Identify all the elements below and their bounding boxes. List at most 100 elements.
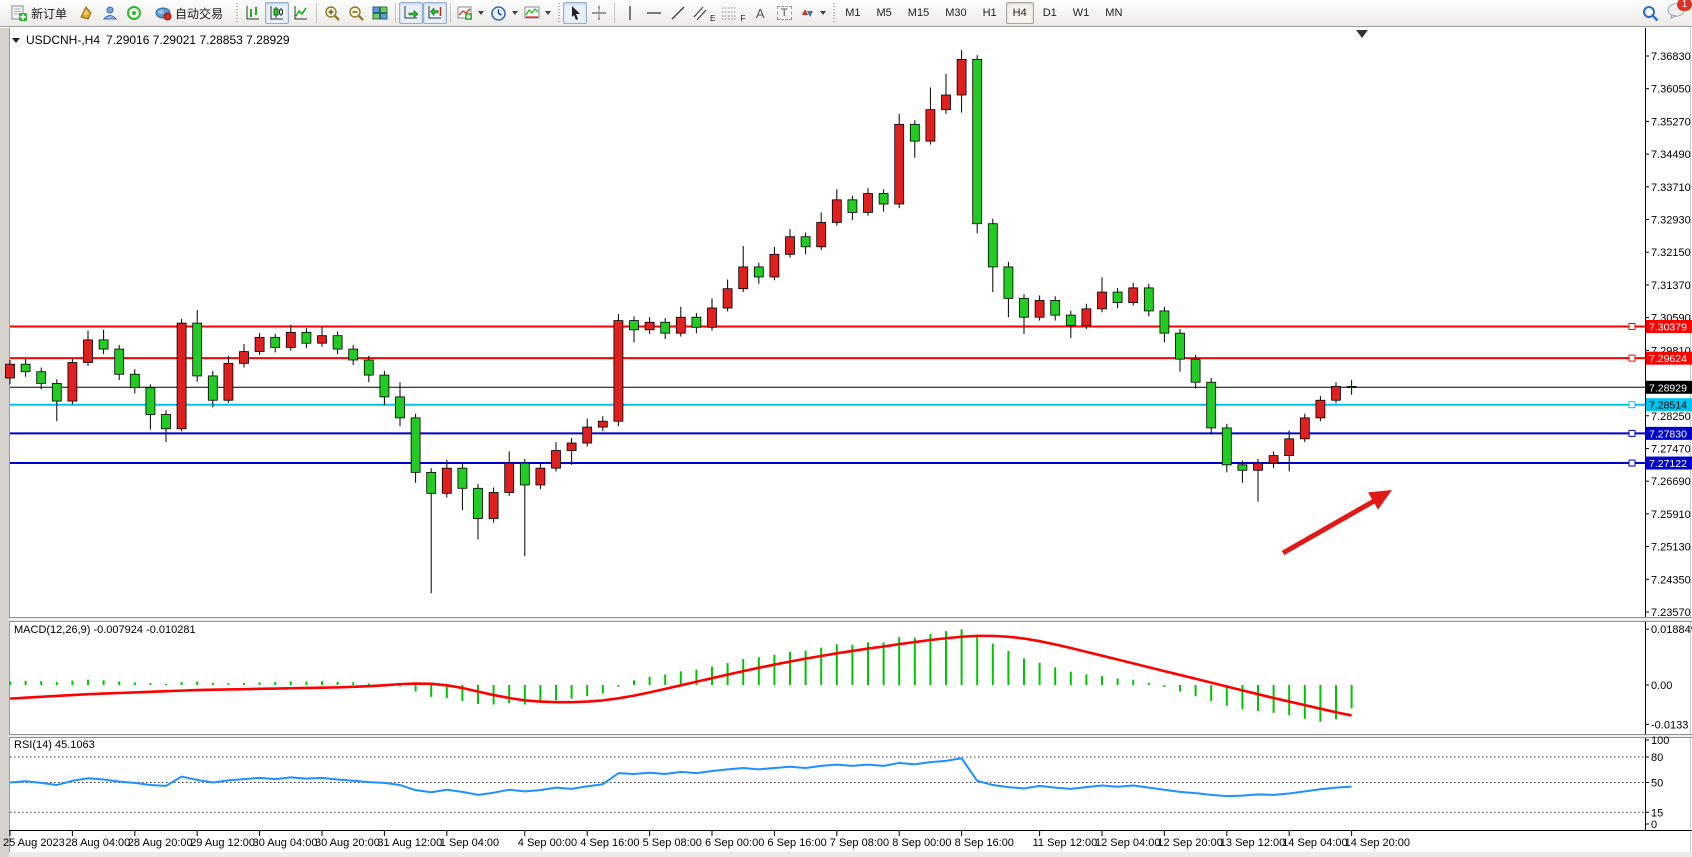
rsi-tick-label: 80 xyxy=(1651,752,1663,764)
search-icon[interactable] xyxy=(1642,5,1659,22)
zoom-in-button[interactable] xyxy=(320,2,344,24)
candle-body xyxy=(785,236,795,255)
candle-body xyxy=(1112,291,1123,303)
axis-price-label xyxy=(1646,380,1692,394)
candle-body xyxy=(36,371,47,384)
chart-shift-marker[interactable] xyxy=(1356,30,1368,38)
candle-body xyxy=(894,123,905,205)
candle-body xyxy=(270,336,281,348)
macd-tick-label: -0.0133 xyxy=(1651,719,1688,731)
macd-tick-label: 0.018849 xyxy=(1651,624,1692,636)
timeframe-button-mn[interactable]: MN xyxy=(1105,7,1123,19)
time-tick-label: 13 Sep 12:00 xyxy=(1220,837,1285,849)
price-tick-label: 7.25910 xyxy=(1651,509,1691,521)
horizontal-line-button[interactable] xyxy=(642,2,666,24)
chart-title: USDCNH-,H4 7.29016 7.29021 7.28853 7.289… xyxy=(12,33,290,47)
timeframe-button-m5[interactable]: M5 xyxy=(876,7,892,19)
crosshair-button[interactable] xyxy=(587,2,611,24)
line-drag-handle[interactable] xyxy=(1628,459,1636,467)
text-button[interactable]: A xyxy=(748,2,772,24)
candle-body xyxy=(239,351,249,364)
timeframe-button-m30[interactable]: M30 xyxy=(945,7,967,19)
chart-ohlc-values: 7.29016 7.29021 7.28853 7.28929 xyxy=(106,33,290,47)
chart-shift-button[interactable] xyxy=(423,2,447,24)
trendline-button[interactable] xyxy=(666,2,690,24)
time-tick-label: 1 Sep 04:00 xyxy=(440,837,499,849)
fibonacci-button[interactable]: F xyxy=(718,2,748,24)
candle-body xyxy=(161,414,171,430)
new-chart-button[interactable] xyxy=(74,2,98,24)
svg-text:7.28514: 7.28514 xyxy=(1649,400,1687,412)
auto-trading-button[interactable]: 自动交易 xyxy=(146,2,232,24)
time-tick-label: 14 Sep 04:00 xyxy=(1282,837,1347,849)
candle-body xyxy=(1206,381,1217,429)
line-drag-handle[interactable] xyxy=(1628,401,1636,409)
window-left-edge xyxy=(0,28,9,857)
time-tick-label: 28 Aug 04:00 xyxy=(65,837,130,849)
timeframe-button-m1[interactable]: M1 xyxy=(845,7,861,19)
toolbar: 新订单 自动交易 xyxy=(0,0,1692,27)
rsi-tick-label: 100 xyxy=(1651,735,1669,747)
zoom-out-button[interactable] xyxy=(344,2,368,24)
toolbar-drag-handle[interactable] xyxy=(556,3,561,23)
candle-body xyxy=(207,375,218,401)
profiles-button[interactable] xyxy=(98,2,122,24)
candle-body xyxy=(1221,427,1232,466)
line-drag-handle[interactable] xyxy=(1628,429,1636,437)
new-order-button[interactable]: 新订单 xyxy=(4,2,74,24)
cursor-button[interactable] xyxy=(563,2,587,24)
rsi-tick-label: 0 xyxy=(1651,819,1657,831)
arrows-button[interactable] xyxy=(796,2,829,24)
arrow-objects-icon xyxy=(802,9,814,17)
candle-body xyxy=(613,320,624,422)
toolbar-drag-handle[interactable] xyxy=(831,3,837,23)
title-dropdown-arrow[interactable] xyxy=(12,37,20,43)
templates-button[interactable] xyxy=(521,2,554,24)
price-tick-label: 7.25130 xyxy=(1651,542,1691,554)
periods-button[interactable] xyxy=(487,2,521,24)
auto-scroll-button[interactable] xyxy=(399,2,423,24)
signals-button[interactable] xyxy=(122,2,146,24)
candle-body xyxy=(1299,417,1310,440)
timeframe-button-m15[interactable]: M15 xyxy=(907,7,930,19)
candle-body xyxy=(1237,464,1248,471)
tile-windows-button[interactable] xyxy=(368,2,392,24)
timeframe-button-w1[interactable]: W1 xyxy=(1072,7,1090,19)
notifications-button[interactable]: 1 xyxy=(1667,0,1692,24)
equidistant-channel-button[interactable]: E xyxy=(690,2,718,24)
candle-body xyxy=(1003,266,1014,299)
vertical-line-button[interactable] xyxy=(618,2,642,24)
candle-body xyxy=(285,331,296,348)
timeframe-button-h1[interactable]: H1 xyxy=(982,7,997,19)
candle-body xyxy=(5,363,15,379)
channel-icon xyxy=(693,6,707,21)
candlestick-chart-button[interactable] xyxy=(265,2,289,24)
bar-chart-button[interactable] xyxy=(241,2,265,24)
candle-body xyxy=(1019,297,1029,318)
price-tick-label: 7.24350 xyxy=(1651,574,1691,586)
toolbar-drag-handle[interactable] xyxy=(234,3,239,23)
time-tick-label: 14 Sep 20:00 xyxy=(1345,837,1410,849)
time-tick-label: 12 Sep 04:00 xyxy=(1095,837,1160,849)
trend-arrow-object[interactable] xyxy=(1281,490,1392,556)
timeframe-button-h4[interactable]: H4 xyxy=(1005,2,1034,24)
indicators-button[interactable] xyxy=(454,2,487,24)
line-drag-handle[interactable] xyxy=(1628,322,1636,330)
candle-body xyxy=(597,420,608,428)
candle-body xyxy=(519,462,530,486)
candle-body xyxy=(410,417,421,473)
auto-trading-icon xyxy=(155,7,172,21)
candle-body xyxy=(1034,300,1045,318)
price-tick-label: 7.27470 xyxy=(1651,443,1691,455)
line-chart-button[interactable] xyxy=(289,2,313,24)
new-chart-icon xyxy=(80,6,92,20)
text-label-button[interactable]: T xyxy=(772,2,796,24)
line-drag-handle[interactable] xyxy=(1628,354,1636,362)
timeframe-button-d1[interactable]: D1 xyxy=(1042,7,1057,19)
rsi-label: RSI(14) 45.1063 xyxy=(14,739,95,751)
candle-body xyxy=(83,339,93,363)
price-tick-label: 7.36830 xyxy=(1651,51,1691,63)
time-tick-label: 11 Sep 12:00 xyxy=(1033,837,1098,849)
